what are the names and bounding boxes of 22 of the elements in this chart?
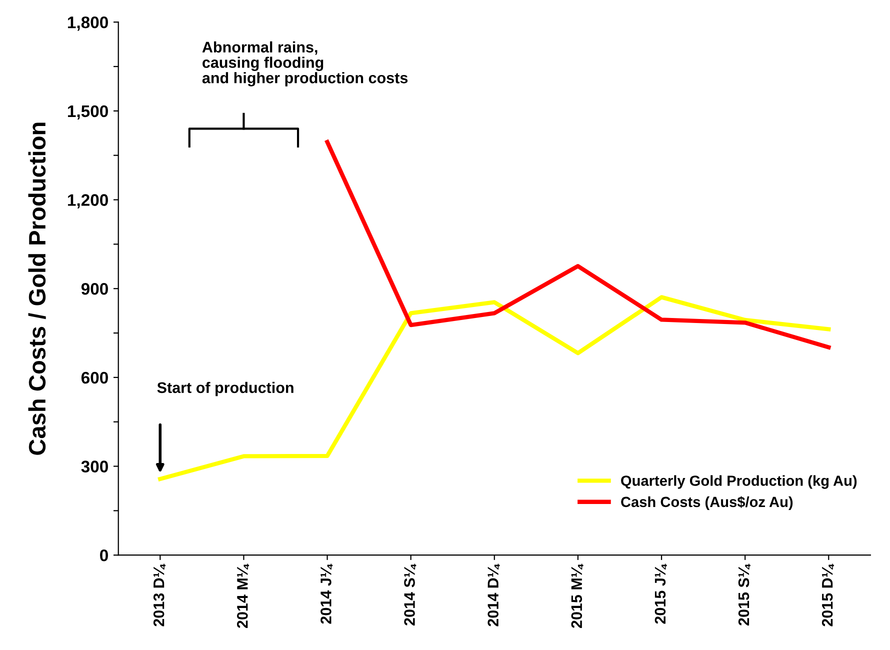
x-tick-label: 2015 S¼: [738, 564, 750, 626]
x-tick-label: 2014 J¼: [320, 564, 333, 624]
x-tick-label: 2015 D¼: [822, 564, 834, 626]
annotation: Abnormal rains, causing flooding and higher production costs: [202, 41, 408, 86]
x-tick-label: 2014 D¼: [488, 564, 500, 626]
x-tick-label: 2015 J¼: [654, 564, 667, 624]
annotation: Start of production: [157, 382, 294, 396]
line-series: [325, 140, 831, 350]
x-tick-label: 2014 M¼: [236, 564, 250, 628]
x-tick-label: 2014 S¼: [404, 564, 416, 626]
y-tick-label: 0: [100, 550, 108, 562]
x-tick-label: 2015 M¼: [571, 564, 584, 628]
y-tick-label: 1,500: [68, 105, 108, 120]
legend-label: Cash Costs (Aus$/oz Au): [621, 496, 793, 510]
y-tick-label: 1,800: [68, 16, 108, 31]
y-tick-label: 1,200: [68, 194, 108, 208]
x-tick-label: 2013 D¼: [153, 564, 166, 626]
legend-label: Quarterly Gold Production (kg Au): [621, 475, 857, 489]
y-axis-title: Cash Costs / Gold Production: [28, 122, 46, 455]
y-tick-label: 600: [81, 372, 108, 384]
y-tick-label: 900: [81, 283, 108, 295]
y-tick-label: 300: [81, 460, 108, 472]
